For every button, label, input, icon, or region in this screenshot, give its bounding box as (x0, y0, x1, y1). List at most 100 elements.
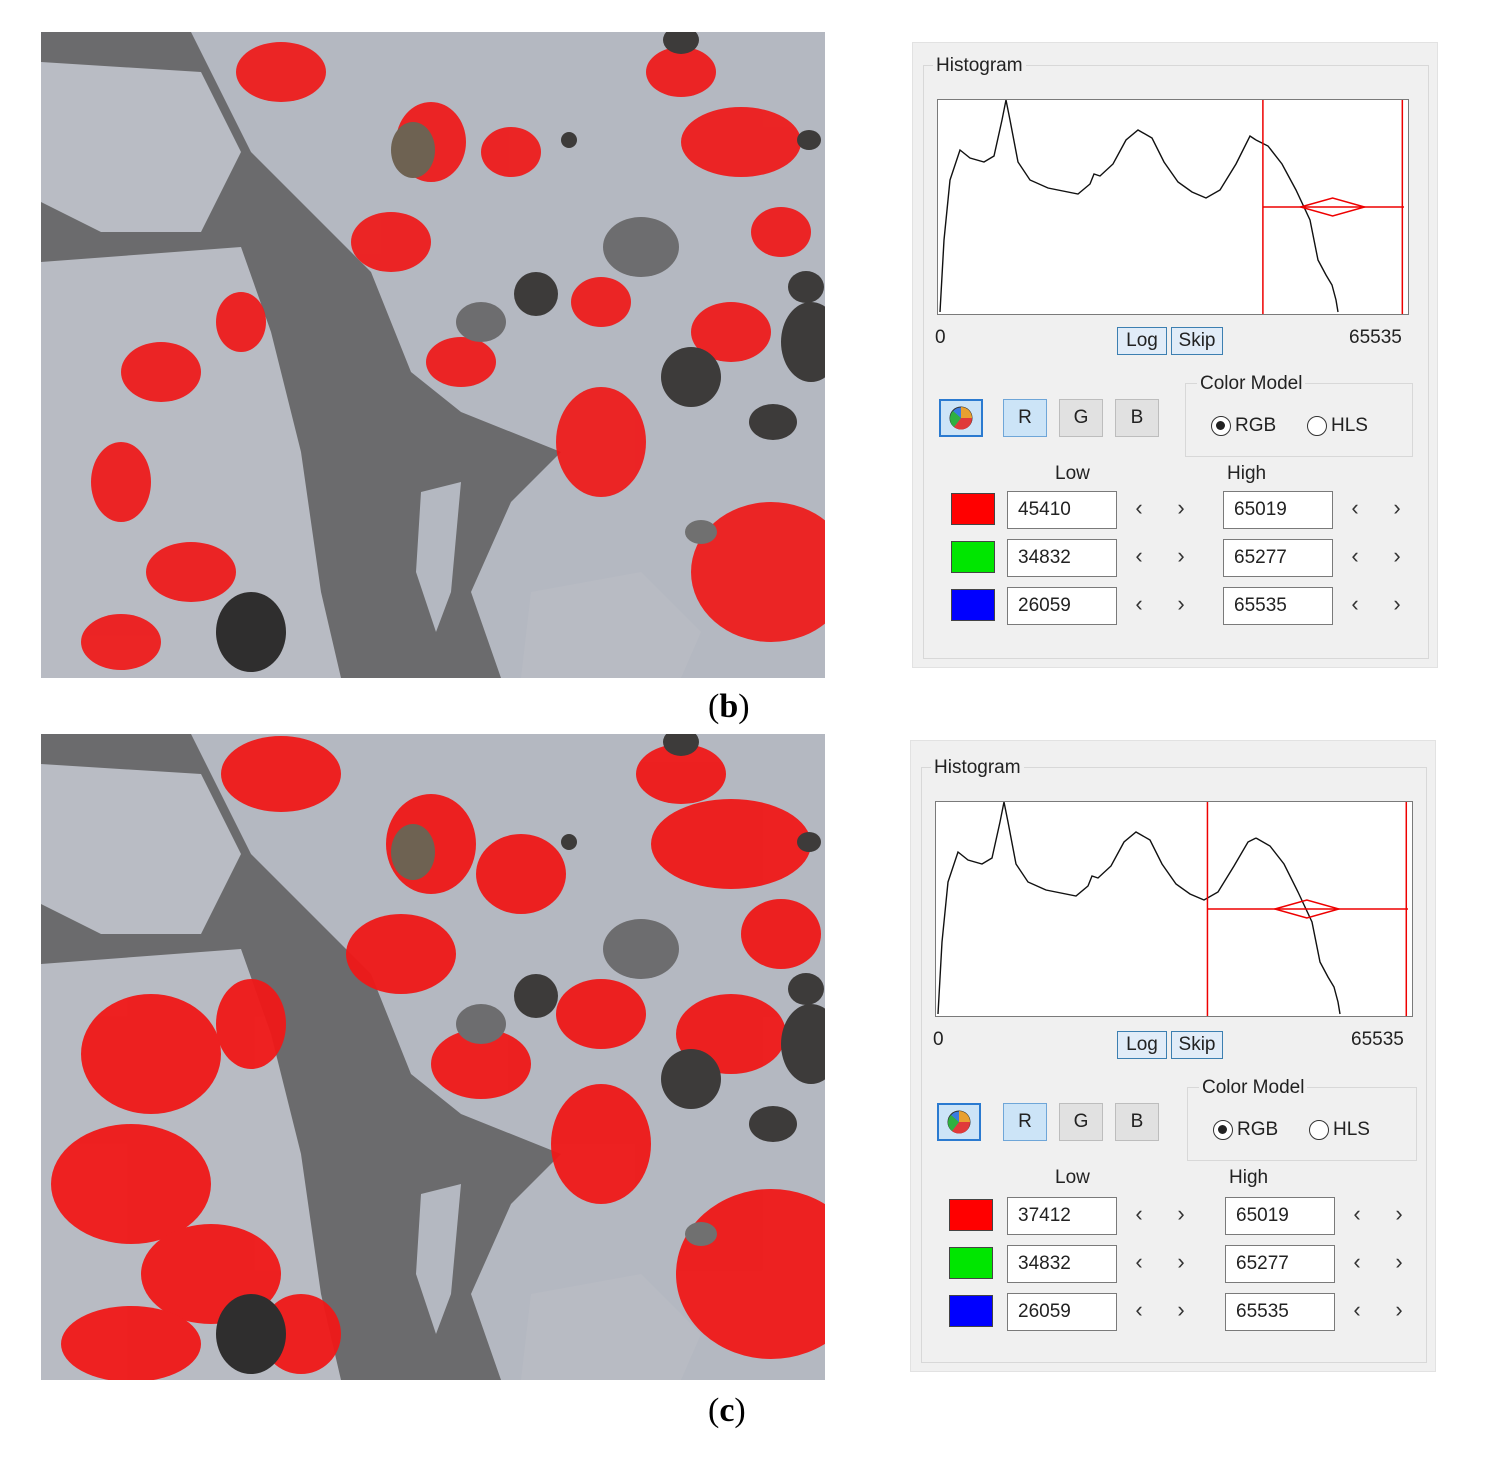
micrograph-b (41, 32, 825, 678)
high-header: High (1227, 463, 1267, 484)
red-low-spinner[interactable]: ‹ › (1129, 495, 1191, 521)
red-low-spinner[interactable]: ‹ › (1129, 1201, 1191, 1227)
blue-high-field[interactable]: 65535 (1225, 1293, 1335, 1331)
threshold-panel-c: Histogram 0 65535 Log Skip R G (910, 740, 1436, 1372)
green-high-spinner[interactable]: ‹ › (1347, 1249, 1409, 1275)
spin-right-icon[interactable]: › (1393, 591, 1401, 616)
log-button[interactable]: Log (1117, 327, 1167, 355)
low-header: Low (1055, 463, 1090, 484)
spin-left-icon[interactable]: ‹ (1351, 543, 1359, 568)
color-model-title: Color Model (1197, 373, 1306, 395)
blue-high-spinner[interactable]: ‹ › (1347, 1297, 1409, 1323)
histogram-svg[interactable] (936, 802, 1412, 1016)
histogram-plot[interactable] (935, 801, 1413, 1017)
red-low-field[interactable]: 37412 (1007, 1197, 1117, 1235)
radio-hls-circle[interactable] (1309, 1120, 1329, 1140)
green-low-field[interactable]: 34832 (1007, 539, 1117, 577)
spin-right-icon[interactable]: › (1395, 1297, 1403, 1322)
spin-left-icon[interactable]: ‹ (1353, 1249, 1361, 1274)
green-high-field[interactable]: 65277 (1223, 539, 1333, 577)
blue-low-spinner[interactable]: ‹ › (1129, 1297, 1191, 1323)
red-high-field[interactable]: 65019 (1223, 491, 1333, 529)
threshold-center-handle[interactable] (1297, 197, 1368, 217)
radio-rgb[interactable]: RGB (1211, 415, 1276, 437)
histogram-title: Histogram (933, 55, 1026, 77)
spin-right-icon[interactable]: › (1393, 543, 1401, 568)
threshold-panel-b: Histogram 0 65535 Log Skip R G (912, 42, 1438, 668)
spin-left-icon[interactable]: ‹ (1351, 495, 1359, 520)
micrograph-image (41, 32, 825, 678)
micrograph-image (41, 734, 825, 1380)
green-high-field[interactable]: 65277 (1225, 1245, 1335, 1283)
spin-left-icon[interactable]: ‹ (1135, 1249, 1143, 1274)
spin-left-icon[interactable]: ‹ (1353, 1297, 1361, 1322)
spin-right-icon[interactable]: › (1177, 1297, 1185, 1322)
threshold-center-handle[interactable] (1272, 899, 1342, 919)
channel-b-button[interactable]: B (1115, 1103, 1159, 1141)
red-low-field[interactable]: 45410 (1007, 491, 1117, 529)
histogram-axis-max: 65535 (1349, 327, 1402, 348)
low-header: Low (1055, 1167, 1090, 1188)
blue-high-field[interactable]: 65535 (1223, 587, 1333, 625)
caption-letter: b (719, 688, 739, 725)
channel-b-button[interactable]: B (1115, 399, 1159, 437)
green-low-field[interactable]: 34832 (1007, 1245, 1117, 1283)
green-low-spinner[interactable]: ‹ › (1129, 543, 1191, 569)
spin-right-icon[interactable]: › (1177, 495, 1185, 520)
spin-left-icon[interactable]: ‹ (1351, 591, 1359, 616)
histogram-group (923, 65, 1429, 659)
histogram-curve (939, 100, 1257, 313)
spin-left-icon[interactable]: ‹ (1135, 1201, 1143, 1226)
blue-high-spinner[interactable]: ‹ › (1345, 591, 1407, 617)
caption-c: (c) (708, 1392, 746, 1429)
red-high-field[interactable]: 65019 (1225, 1197, 1335, 1235)
radio-rgb[interactable]: RGB (1213, 1119, 1278, 1141)
green-high-spinner[interactable]: ‹ › (1345, 543, 1407, 569)
radio-hls-label: HLS (1331, 415, 1368, 436)
color-wheel-icon (947, 1110, 971, 1134)
color-model-title: Color Model (1199, 1077, 1308, 1099)
spin-left-icon[interactable]: ‹ (1135, 495, 1143, 520)
skip-button[interactable]: Skip (1171, 327, 1223, 355)
radio-rgb-label: RGB (1235, 415, 1277, 436)
spin-left-icon[interactable]: ‹ (1135, 543, 1143, 568)
spin-right-icon[interactable]: › (1177, 1201, 1185, 1226)
spin-right-icon[interactable]: › (1395, 1249, 1403, 1274)
composite-color-button[interactable] (939, 399, 983, 437)
radio-rgb-circle[interactable] (1213, 1120, 1233, 1140)
channel-g-button[interactable]: G (1059, 399, 1103, 437)
red-high-spinner[interactable]: ‹ › (1347, 1201, 1409, 1227)
radio-hls-circle[interactable] (1307, 416, 1327, 436)
blue-swatch (949, 1295, 993, 1327)
channel-r-button[interactable]: R (1003, 1103, 1047, 1141)
spin-right-icon[interactable]: › (1177, 1249, 1185, 1274)
spin-left-icon[interactable]: ‹ (1353, 1201, 1361, 1226)
spin-right-icon[interactable]: › (1177, 543, 1185, 568)
radio-hls[interactable]: HLS (1309, 1119, 1370, 1141)
green-low-spinner[interactable]: ‹ › (1129, 1249, 1191, 1275)
spin-right-icon[interactable]: › (1395, 1201, 1403, 1226)
radio-hls-label: HLS (1333, 1119, 1370, 1140)
spin-left-icon[interactable]: ‹ (1135, 591, 1143, 616)
histogram-svg[interactable] (938, 100, 1408, 314)
radio-rgb-circle[interactable] (1211, 416, 1231, 436)
composite-color-button[interactable] (937, 1103, 981, 1141)
green-swatch (951, 541, 995, 573)
spin-right-icon[interactable]: › (1393, 495, 1401, 520)
blue-low-spinner[interactable]: ‹ › (1129, 591, 1191, 617)
spin-left-icon[interactable]: ‹ (1135, 1297, 1143, 1322)
micrograph-c (41, 734, 825, 1380)
blue-low-field[interactable]: 26059 (1007, 1293, 1117, 1331)
histogram-axis-max: 65535 (1351, 1029, 1404, 1050)
spin-right-icon[interactable]: › (1177, 591, 1185, 616)
histogram-plot[interactable] (937, 99, 1409, 315)
channel-r-button[interactable]: R (1003, 399, 1047, 437)
radio-hls[interactable]: HLS (1307, 415, 1368, 437)
channel-g-button[interactable]: G (1059, 1103, 1103, 1141)
log-button[interactable]: Log (1117, 1031, 1167, 1059)
histogram-tail (1255, 139, 1339, 313)
caption-letter: c (719, 1392, 735, 1429)
red-high-spinner[interactable]: ‹ › (1345, 495, 1407, 521)
skip-button[interactable]: Skip (1171, 1031, 1223, 1059)
blue-low-field[interactable]: 26059 (1007, 587, 1117, 625)
